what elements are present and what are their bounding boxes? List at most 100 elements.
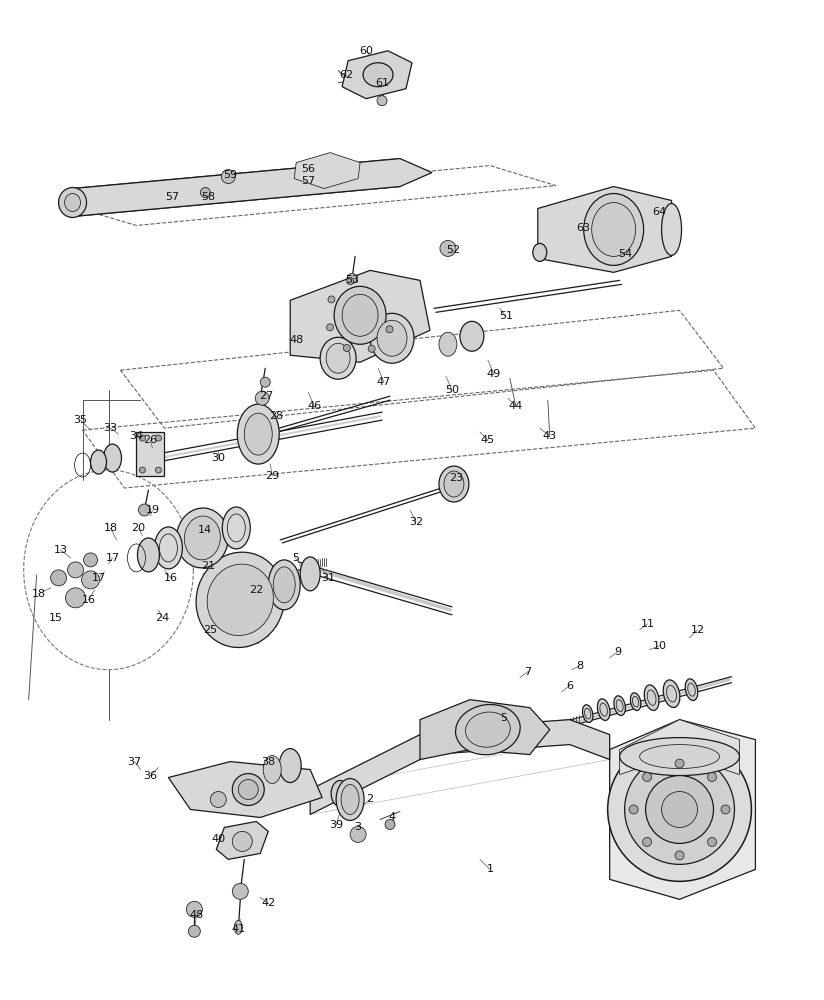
- Circle shape: [139, 435, 146, 441]
- Text: 16: 16: [163, 573, 177, 583]
- Ellipse shape: [321, 337, 356, 379]
- Circle shape: [368, 345, 375, 352]
- Ellipse shape: [104, 444, 121, 472]
- Text: 48: 48: [289, 335, 303, 345]
- Ellipse shape: [244, 413, 272, 455]
- Ellipse shape: [274, 567, 295, 603]
- Circle shape: [68, 562, 83, 578]
- Ellipse shape: [300, 557, 321, 591]
- Ellipse shape: [662, 204, 681, 255]
- Circle shape: [625, 755, 734, 864]
- Text: 5: 5: [292, 553, 298, 563]
- Circle shape: [255, 391, 269, 405]
- Circle shape: [347, 278, 353, 285]
- Circle shape: [189, 925, 200, 937]
- Text: 61: 61: [375, 78, 389, 88]
- Text: 17: 17: [91, 573, 105, 583]
- Circle shape: [344, 344, 350, 351]
- Circle shape: [385, 819, 395, 829]
- Circle shape: [347, 273, 357, 283]
- Circle shape: [643, 773, 652, 781]
- Circle shape: [377, 96, 387, 106]
- Text: 53: 53: [345, 275, 359, 285]
- Circle shape: [232, 774, 265, 805]
- Circle shape: [675, 759, 684, 768]
- Text: 34: 34: [129, 431, 143, 441]
- Ellipse shape: [444, 471, 464, 497]
- Circle shape: [260, 377, 270, 387]
- Text: 5: 5: [500, 713, 508, 723]
- Polygon shape: [310, 720, 610, 814]
- Text: 1: 1: [486, 864, 494, 874]
- Polygon shape: [290, 270, 430, 362]
- Text: 6: 6: [566, 681, 574, 691]
- Text: 10: 10: [653, 641, 667, 651]
- Ellipse shape: [363, 63, 393, 87]
- Ellipse shape: [583, 705, 593, 722]
- Circle shape: [66, 588, 86, 608]
- Text: 60: 60: [359, 46, 373, 56]
- Circle shape: [708, 773, 717, 781]
- Text: 43: 43: [543, 431, 557, 441]
- Ellipse shape: [222, 507, 250, 549]
- Polygon shape: [610, 720, 756, 899]
- Text: 19: 19: [145, 505, 160, 515]
- Circle shape: [630, 805, 638, 814]
- Polygon shape: [294, 153, 360, 189]
- Ellipse shape: [263, 756, 281, 784]
- Ellipse shape: [377, 320, 407, 356]
- Circle shape: [186, 901, 203, 917]
- Text: 16: 16: [82, 595, 96, 605]
- Text: 21: 21: [201, 561, 215, 571]
- Text: 18: 18: [31, 589, 45, 599]
- Ellipse shape: [331, 781, 349, 806]
- Circle shape: [156, 435, 162, 441]
- Circle shape: [210, 792, 227, 807]
- Ellipse shape: [342, 294, 378, 336]
- Text: 40: 40: [211, 834, 226, 844]
- Text: 38: 38: [261, 757, 275, 767]
- Text: 35: 35: [73, 415, 87, 425]
- Text: 13: 13: [54, 545, 68, 555]
- Circle shape: [646, 776, 714, 843]
- Ellipse shape: [138, 538, 159, 572]
- Ellipse shape: [176, 508, 228, 568]
- Text: 15: 15: [49, 613, 63, 623]
- Ellipse shape: [234, 920, 242, 934]
- Text: 44: 44: [508, 401, 523, 411]
- Text: 39: 39: [329, 820, 343, 830]
- Text: 7: 7: [524, 667, 531, 677]
- Text: 59: 59: [223, 170, 237, 180]
- Circle shape: [643, 837, 652, 846]
- Ellipse shape: [334, 286, 386, 344]
- Ellipse shape: [326, 343, 350, 373]
- Text: 37: 37: [128, 757, 142, 767]
- Text: 30: 30: [211, 453, 225, 463]
- Text: 48: 48: [190, 910, 204, 920]
- Ellipse shape: [639, 745, 719, 769]
- Text: 11: 11: [640, 619, 654, 629]
- Text: 45: 45: [481, 435, 495, 445]
- Ellipse shape: [91, 450, 106, 474]
- Text: 52: 52: [446, 245, 460, 255]
- Ellipse shape: [185, 516, 220, 560]
- Circle shape: [156, 467, 162, 473]
- Ellipse shape: [460, 321, 484, 351]
- Text: 28: 28: [269, 411, 283, 421]
- Text: 9: 9: [614, 647, 621, 657]
- Ellipse shape: [207, 564, 274, 636]
- Ellipse shape: [269, 560, 300, 610]
- Ellipse shape: [336, 779, 364, 820]
- Text: 2: 2: [367, 794, 373, 804]
- Text: 33: 33: [104, 423, 118, 433]
- Circle shape: [238, 780, 258, 799]
- Circle shape: [328, 296, 335, 303]
- Ellipse shape: [237, 404, 279, 464]
- Ellipse shape: [583, 194, 644, 265]
- Text: 46: 46: [307, 401, 321, 411]
- Text: 49: 49: [487, 369, 501, 379]
- Circle shape: [138, 504, 151, 516]
- Ellipse shape: [154, 527, 182, 569]
- Ellipse shape: [439, 466, 469, 502]
- Polygon shape: [73, 159, 432, 216]
